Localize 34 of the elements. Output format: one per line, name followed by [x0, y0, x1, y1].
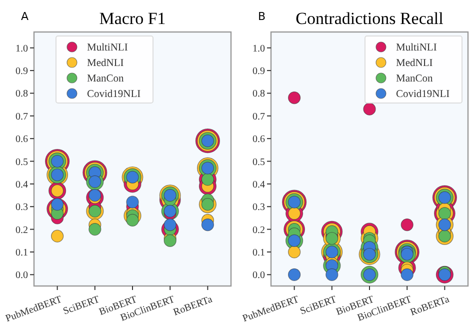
- y-tick-label: 0.3: [252, 202, 265, 214]
- y-tick-label: 0.9: [252, 66, 265, 78]
- y-tick-label: 0.3: [16, 202, 28, 214]
- chart-title: Macro F1: [99, 9, 166, 28]
- y-tick-label: 0.7: [16, 111, 28, 122]
- legend-label: Covid19NLI: [396, 89, 450, 100]
- y-tick-label: 0.6: [16, 134, 28, 146]
- y-tick-label: 0.7: [252, 111, 265, 122]
- legend-label: ManCon: [396, 74, 434, 85]
- y-tick-label: 0.9: [16, 66, 28, 78]
- y-tick-label: 0.8: [16, 88, 28, 100]
- legend-label: MultiNLI: [396, 42, 438, 54]
- legend-label: MedNLI: [396, 58, 434, 70]
- y-tick-label: 0.8: [252, 88, 265, 100]
- y-tick-label: 0.2: [252, 224, 265, 236]
- y-tick-label: 1.0: [252, 43, 265, 54]
- legend-label: MultiNLI: [87, 42, 128, 54]
- y-tick-label: 0.4: [16, 179, 28, 190]
- y-tick-label: 0.0: [16, 270, 28, 282]
- y-tick-label: 0.4: [252, 179, 265, 190]
- legend-label: Covid19NLI: [87, 89, 142, 100]
- y-tick-label: 1.0: [16, 43, 28, 54]
- y-tick-label: 0.0: [252, 270, 265, 282]
- y-tick-label: 0.6: [252, 134, 265, 146]
- y-tick-label: 0.1: [252, 247, 265, 258]
- y-tick-label: 0.5: [16, 156, 28, 168]
- chart-title: Contradictions Recall: [296, 9, 444, 28]
- y-tick-label: 0.2: [16, 224, 28, 236]
- y-tick-label: 0.1: [16, 247, 28, 258]
- text: B: [258, 10, 266, 23]
- y-tick-label: 0.5: [252, 156, 265, 168]
- legend-label: ManCon: [87, 74, 124, 85]
- text: A: [21, 10, 29, 23]
- legend-label: MedNLI: [87, 58, 124, 70]
